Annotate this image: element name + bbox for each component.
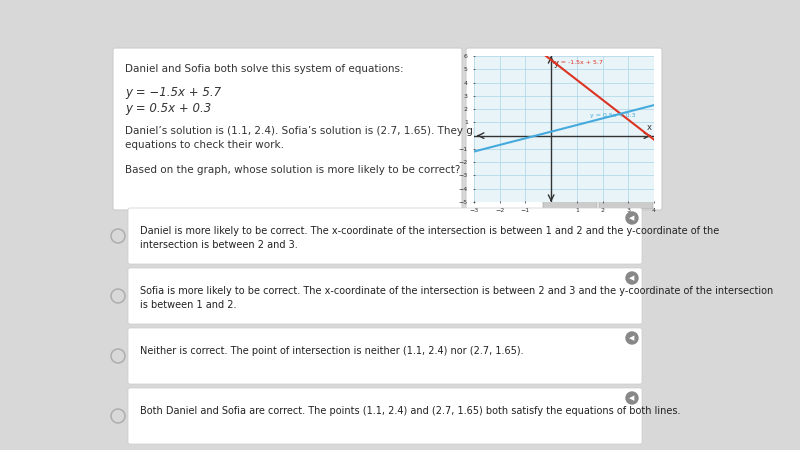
- Text: is between 1 and 2.: is between 1 and 2.: [140, 300, 237, 310]
- FancyBboxPatch shape: [128, 328, 642, 384]
- Circle shape: [626, 272, 638, 284]
- Text: ◀: ◀: [630, 395, 634, 401]
- FancyBboxPatch shape: [128, 268, 642, 324]
- Text: CLEAR: CLEAR: [555, 193, 585, 202]
- FancyBboxPatch shape: [466, 48, 662, 210]
- Circle shape: [626, 332, 638, 344]
- Text: ◀: ◀: [630, 215, 634, 221]
- Text: y = 0.5x + 0.3: y = 0.5x + 0.3: [125, 102, 211, 115]
- Circle shape: [626, 212, 638, 224]
- Text: Based on the graph, whose solution is more likely to be correct?: Based on the graph, whose solution is mo…: [125, 165, 460, 175]
- Text: y: y: [554, 58, 558, 68]
- Text: y = −1.5x + 5.7: y = −1.5x + 5.7: [125, 86, 221, 99]
- Text: ◀: ◀: [630, 275, 634, 281]
- FancyBboxPatch shape: [128, 208, 642, 264]
- FancyBboxPatch shape: [543, 185, 597, 209]
- Text: Daniel’s solution is (1.1, 2.4). Sofia’s solution is (2.7, 1.65). They graph the: Daniel’s solution is (1.1, 2.4). Sofia’s…: [125, 126, 518, 150]
- FancyBboxPatch shape: [113, 48, 462, 210]
- Text: y = 0.5x + 0.3: y = 0.5x + 0.3: [590, 113, 635, 118]
- Text: intersection is between 2 and 3.: intersection is between 2 and 3.: [140, 240, 298, 250]
- Text: Both Daniel and Sofia are correct. The points (1.1, 2.4) and (2.7, 1.65) both sa: Both Daniel and Sofia are correct. The p…: [140, 406, 681, 416]
- Text: Sofia is more likely to be correct. The x-coordinate of the intersection is betw: Sofia is more likely to be correct. The …: [140, 286, 774, 296]
- Text: x: x: [646, 123, 651, 132]
- Text: CHECK: CHECK: [610, 193, 642, 202]
- Circle shape: [626, 392, 638, 404]
- Text: Daniel is more likely to be correct. The x-coordinate of the intersection is bet: Daniel is more likely to be correct. The…: [140, 226, 719, 236]
- FancyBboxPatch shape: [599, 185, 653, 209]
- FancyBboxPatch shape: [128, 388, 642, 444]
- Text: Daniel and Sofia both solve this system of equations:: Daniel and Sofia both solve this system …: [125, 64, 404, 74]
- Text: y = -1.5x + 5.7: y = -1.5x + 5.7: [555, 60, 603, 65]
- Text: Neither is correct. The point of intersection is neither (1.1, 2.4) nor (2.7, 1.: Neither is correct. The point of interse…: [140, 346, 524, 356]
- Text: ◀: ◀: [630, 335, 634, 341]
